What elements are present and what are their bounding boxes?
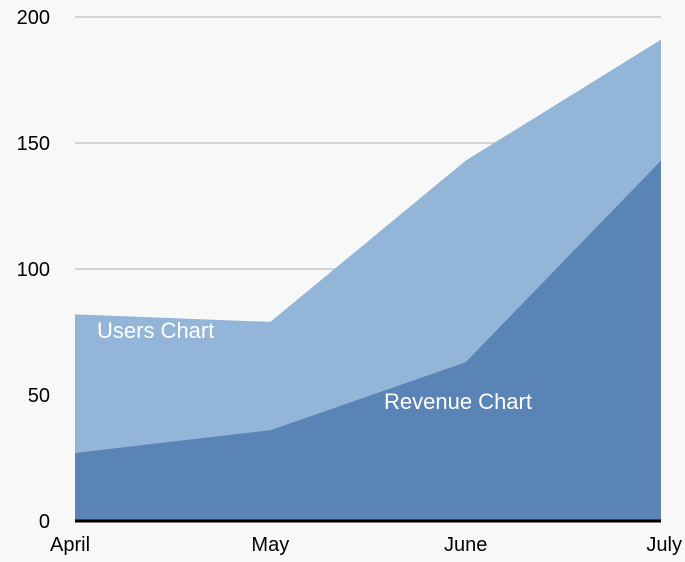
x-tick-label: July xyxy=(646,534,682,556)
series-label-revenue: Revenue Chart xyxy=(384,389,532,414)
area-series-revenue xyxy=(75,160,661,521)
y-axis-ticks: 0 50 100 150 200 xyxy=(17,7,50,533)
y-tick-label: 50 xyxy=(28,385,50,407)
y-tick-label: 150 xyxy=(17,133,50,155)
y-tick-label: 0 xyxy=(39,511,50,533)
x-tick-label: April xyxy=(50,534,90,556)
series-labels: Users Chart Revenue Chart xyxy=(97,318,532,414)
y-tick-label: 200 xyxy=(17,7,50,29)
x-tick-label: June xyxy=(444,534,487,556)
x-axis-ticks: April May June July xyxy=(50,534,682,556)
area-series-group xyxy=(75,39,661,522)
series-label-users: Users Chart xyxy=(97,318,214,343)
y-tick-label: 100 xyxy=(17,259,50,281)
x-tick-label: May xyxy=(251,534,289,556)
